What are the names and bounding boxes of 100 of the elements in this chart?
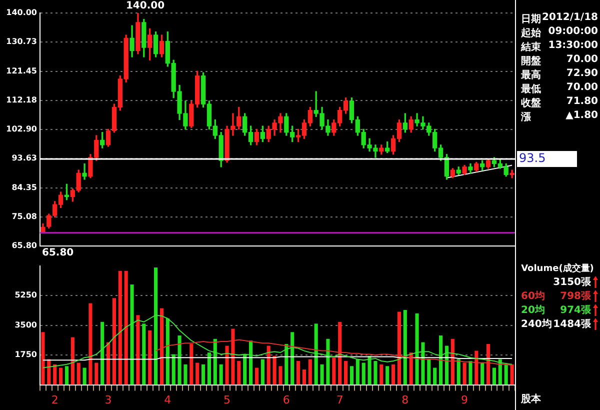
bar [510, 364, 514, 385]
bar [320, 364, 324, 385]
text: 65.80 [42, 248, 74, 259]
bar [302, 370, 306, 385]
bar [178, 336, 182, 385]
bar [202, 364, 206, 385]
bar [486, 344, 490, 385]
bar [136, 315, 140, 385]
bar [374, 361, 378, 385]
bar [278, 366, 282, 385]
text: 140.00 [126, 0, 165, 12]
bar [433, 368, 437, 385]
y-tick-label: 112.18 [6, 95, 38, 104]
text: 最高 [521, 68, 541, 82]
bar [362, 362, 366, 385]
text: 240均 [521, 318, 552, 331]
text: 漲 [521, 110, 531, 124]
bar [59, 368, 63, 385]
bar [421, 342, 425, 385]
bar [53, 364, 57, 385]
bar [124, 270, 128, 385]
bar [462, 362, 466, 385]
text: 72.90 [566, 68, 598, 81]
bar [254, 368, 258, 385]
bar [272, 356, 276, 385]
bar [332, 358, 336, 385]
bar [70, 337, 74, 385]
text: 股本 [521, 392, 541, 406]
bar [82, 368, 86, 385]
text: 71.80 [566, 96, 598, 109]
x-tick-label: 4 [164, 393, 172, 406]
bar [213, 338, 217, 385]
bar [314, 324, 318, 385]
bar [468, 361, 472, 385]
bar [260, 359, 264, 385]
bar [480, 362, 484, 385]
text: 開盤 [521, 54, 541, 68]
bar [94, 362, 98, 385]
text: 起始 [521, 26, 541, 40]
text: 798張 [560, 290, 592, 303]
bar [326, 338, 330, 385]
y-tick-label: 3500 [14, 320, 38, 330]
bar [290, 332, 294, 385]
y-tick-label: 84.35 [12, 182, 38, 192]
ref-line-label: 93.5 [519, 151, 546, 166]
bar [41, 332, 45, 385]
bar [415, 313, 419, 385]
bar [148, 330, 152, 385]
x-tick-label: 6 [282, 393, 290, 406]
bar [172, 354, 176, 385]
text: 70.00 [566, 54, 598, 67]
bar [118, 270, 122, 385]
bar [450, 338, 454, 385]
bar [266, 346, 270, 385]
bar [403, 310, 407, 385]
bar [350, 366, 354, 385]
bar [112, 298, 116, 385]
bar [356, 359, 360, 385]
bar [504, 364, 508, 385]
legend-title: Volume(成交量) [520, 262, 595, 275]
bar [380, 364, 384, 385]
bar [397, 312, 401, 385]
bar [237, 361, 241, 385]
y-tick-label: 102.90 [6, 124, 38, 134]
text: ▲1.80 [566, 110, 598, 123]
bar [456, 359, 460, 385]
y-tick-label: 121.45 [6, 66, 38, 76]
y-tick-label: 140.00 [6, 8, 38, 18]
bar [106, 342, 110, 385]
x-tick-label: 8 [402, 393, 409, 406]
candlestick [510, 170, 514, 178]
bar [427, 359, 431, 385]
bar [207, 352, 211, 385]
x-tick-label: 7 [336, 393, 344, 406]
text: 最低 [521, 82, 541, 96]
bar [196, 362, 200, 385]
bar [160, 308, 164, 385]
text: 3150張 [553, 276, 591, 289]
bar [64, 366, 68, 385]
text: 09:00:00 [548, 26, 598, 39]
bar [308, 359, 312, 385]
bar [439, 336, 443, 385]
bar [338, 322, 342, 385]
x-tick-label: 3 [104, 393, 112, 406]
bar [76, 362, 80, 385]
bar [392, 364, 396, 385]
text: 60均 [521, 290, 545, 303]
bar [344, 361, 348, 385]
text: 收盤 [521, 96, 541, 110]
bar [296, 361, 300, 385]
bar [190, 344, 194, 385]
text: 1484張 [553, 318, 592, 331]
text: 結束 [521, 40, 541, 54]
y-tick-label: 1750 [14, 350, 38, 360]
y-tick-label: 75.08 [12, 212, 38, 221]
bar [166, 318, 170, 385]
bar [142, 324, 146, 385]
y-tick-label: 93.63 [12, 154, 37, 163]
text: 974張 [560, 304, 592, 317]
bar [184, 364, 188, 385]
